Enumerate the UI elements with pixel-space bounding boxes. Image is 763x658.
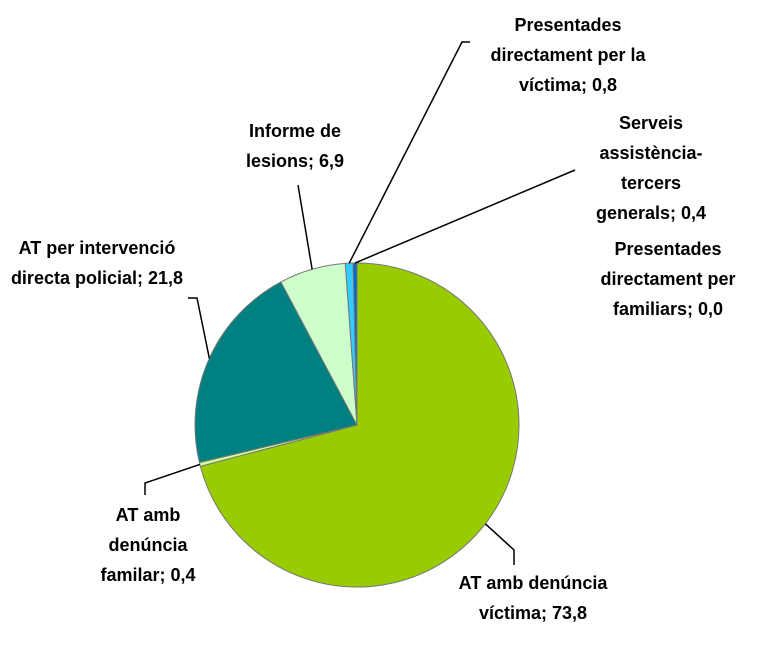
value-label: 0,0 [698,299,724,319]
slice-label: Presentades directament per familiars; 0… [576,234,761,324]
slice-label: AT amb denúncia víctima; 73,8 [458,568,608,628]
category-name: Informe de lesions; [245,121,341,171]
category-name: AT amb denúncia víctima; [458,573,608,623]
value-label: 0,4 [681,203,707,223]
leader-line [484,523,515,565]
category-name: AT amb denúncia familar; [100,505,188,585]
value-label: 21,8 [148,268,184,288]
category-name: Serveis assistència-tercers generals; [595,113,703,223]
leader-line [297,184,313,270]
value-label: 0,4 [170,565,196,585]
category-name: Presentades directament per familiars; [600,239,736,319]
value-label: 6,9 [319,151,345,171]
leader-line [348,41,470,264]
slice-label: Serveis assistència-tercers generals; 0,… [595,108,707,228]
category-name: AT per intervenció directa policial; [10,238,176,288]
leader-line [144,463,201,495]
slice-label: Presentades directament per la víctima; … [476,10,661,100]
pie-slice [199,262,520,588]
leader-line [354,169,576,264]
leader-line [188,297,211,359]
slice-label: AT amb denúncia familar; 0,4 [83,500,213,590]
slice-label: Informe de lesions; 6,9 [225,116,365,176]
slice-label: AT per intervenció directa policial; 21,… [7,233,187,293]
value-label: 0,8 [592,75,618,95]
value-label: 73,8 [552,603,588,623]
pie-slice [194,281,358,464]
category-name: Presentades directament per la víctima; [490,15,646,95]
